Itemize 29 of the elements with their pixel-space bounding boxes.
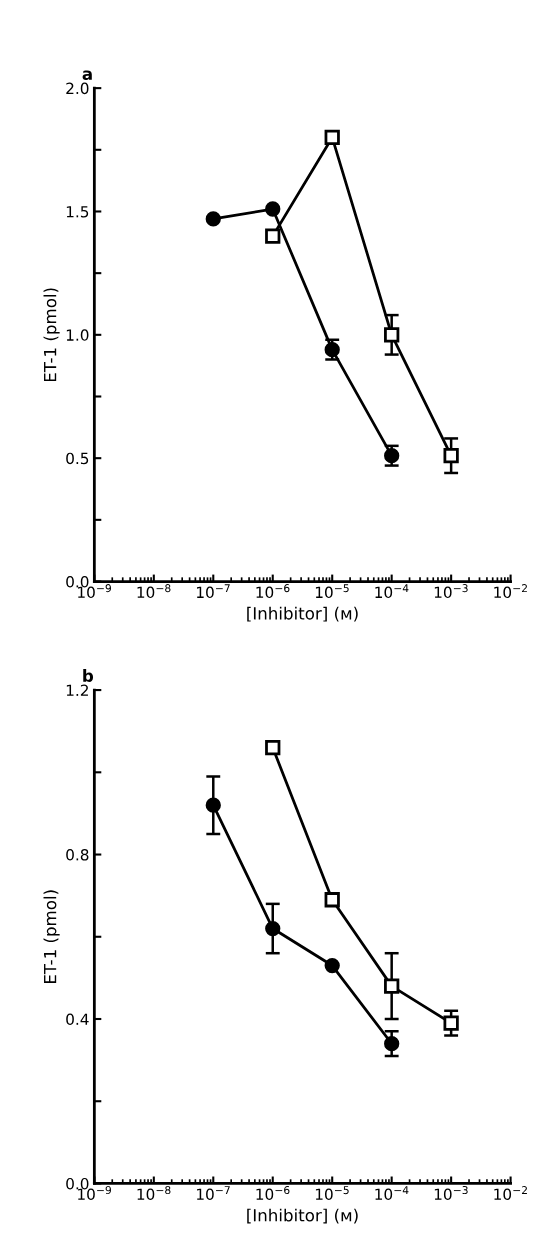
x-tick-label: 10$^{−6}$ — [256, 1186, 290, 1201]
x-tick-label: 10$^{−5}$ — [315, 1186, 349, 1201]
chart-title: b — [83, 669, 94, 682]
y-tick-label: 1.5 — [66, 206, 89, 218]
x-tick-label: 10$^{−7}$ — [197, 1186, 230, 1201]
x-tick-label: 10$^{−7}$ — [197, 584, 230, 599]
y-tick-label: 2.0 — [66, 82, 89, 95]
x-tick-label: 10$^{−6}$ — [256, 584, 290, 599]
chart-title: a — [82, 70, 92, 81]
x-tick-label: 10$^{−8}$ — [137, 584, 171, 599]
y-tick-label: 1.2 — [66, 684, 88, 696]
x-tick-label: 10$^{−2}$ — [494, 1186, 527, 1201]
y-tick-label: 0.0 — [66, 575, 89, 588]
y-axis-title: ET-1 (pmol) — [43, 288, 60, 382]
x-axis-title: [Inhibitor] (м) — [247, 606, 358, 622]
y-tick-label: 0.0 — [66, 1177, 89, 1190]
x-tick-label: 10$^{−5}$ — [315, 584, 349, 599]
x-tick-label: 10$^{−8}$ — [137, 1186, 171, 1201]
y-tick-label: 0.4 — [66, 1013, 89, 1026]
y-tick-label: 0.5 — [66, 452, 89, 465]
x-axis-title: [Inhibitor] (м) — [247, 1208, 358, 1224]
y-axis-title: ET-1 (pmol) — [43, 890, 60, 983]
x-tick-label: 10$^{−2}$ — [494, 584, 527, 599]
x-tick-label: 10$^{−4}$ — [375, 584, 409, 599]
y-tick-label: 0.8 — [66, 849, 89, 861]
x-tick-label: 10$^{−3}$ — [434, 1186, 468, 1201]
y-tick-label: 1.0 — [66, 329, 89, 341]
x-tick-label: 10$^{−4}$ — [375, 1186, 409, 1201]
x-tick-label: 10$^{−3}$ — [434, 584, 468, 599]
